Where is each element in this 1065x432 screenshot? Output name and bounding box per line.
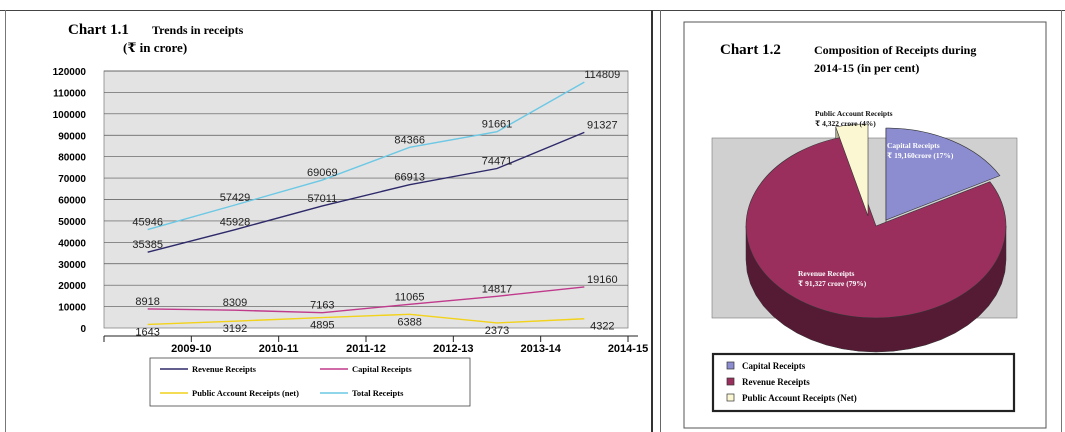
frame-right-border <box>1061 10 1062 432</box>
y-tick-label: 100000 <box>53 110 87 121</box>
data-label: 8918 <box>135 296 159 308</box>
data-label: 35385 <box>132 239 163 251</box>
series-lines <box>147 81 585 326</box>
y-tick-label: 50000 <box>58 217 86 228</box>
y-tick-label: 70000 <box>58 174 86 185</box>
frame-top-border <box>0 10 1065 11</box>
data-label: 66913 <box>394 172 425 184</box>
legend-label: Public Account Receipts (net) <box>192 388 299 398</box>
data-label: 4895 <box>310 320 334 332</box>
data-label: 69069 <box>307 167 338 179</box>
pie-slice <box>885 127 1001 221</box>
gridlines <box>104 70 628 307</box>
data-label: 57429 <box>220 192 251 204</box>
pie-label-value: ₹ 91,327 crore (79%) <box>798 279 867 288</box>
data-label: 91661 <box>482 119 513 131</box>
chart1-legend-entries: Revenue Receipts Capital Receipts Public A… <box>160 364 412 398</box>
series-line <box>147 313 585 326</box>
data-label: 7163 <box>310 300 334 312</box>
data-label: 114809 <box>584 69 620 81</box>
data-label: 6388 <box>397 316 421 328</box>
pie-label-value: ₹ 4,322 crore (4%) <box>815 119 876 128</box>
chart2-frame <box>683 21 1047 429</box>
y-tick-label: 90000 <box>58 131 86 142</box>
pie-label-value: ₹ 19,160crore (17%) <box>887 151 954 160</box>
pie-slice <box>835 123 869 217</box>
data-label: 8309 <box>223 297 247 309</box>
x-tick-labels: 2009-10 2010-11 2011-12 2012-13 2013-14 2014-… <box>171 343 648 355</box>
pie-label: Public Account Receipts <box>815 109 893 118</box>
series-line <box>147 81 585 231</box>
chart1-subtitle: (₹ in crore) <box>123 40 187 55</box>
data-label: 19160 <box>587 274 618 286</box>
y-tick-label: 0 <box>80 324 86 335</box>
y-tick-label: 10000 <box>58 303 86 314</box>
data-label: 14817 <box>482 283 513 295</box>
frame-left-border <box>5 10 6 432</box>
pie-label: Revenue Receipts <box>798 269 855 278</box>
legend-label: Total Receipts <box>352 388 404 398</box>
data-label: 1643 <box>135 326 159 338</box>
pie-slices <box>745 123 1007 353</box>
data-label: 3192 <box>223 323 247 335</box>
data-label: 45946 <box>132 217 163 229</box>
y-tick-label: 40000 <box>58 238 86 249</box>
y-tick-label: 20000 <box>58 281 86 292</box>
chart1-label: Chart 1.1 <box>68 22 129 38</box>
y-tick-label: 30000 <box>58 260 86 271</box>
legend-label: Revenue Receipts <box>742 377 810 387</box>
x-tick-label: 2012-13 <box>433 343 473 355</box>
x-tick-label: 2010-11 <box>259 343 299 355</box>
pie-slice <box>745 136 1007 319</box>
x-tick-label: 2014-15 <box>608 343 648 355</box>
series-line <box>147 131 585 253</box>
legend-swatch <box>726 361 735 370</box>
y-tick-label: 110000 <box>53 88 86 99</box>
panel-divider <box>651 10 653 432</box>
data-label: 45928 <box>220 217 251 229</box>
chart1-title: Trends in receipts <box>152 23 244 37</box>
y-tick-label: 120000 <box>53 67 87 78</box>
pie-slice-side <box>745 225 1007 353</box>
chart2-title-line2: 2014-15 (in per cent) <box>814 61 919 75</box>
data-labels: 35385 45928 57011 66913 74471 91327 8918 8309 71… <box>132 69 620 338</box>
chart1-legend <box>149 357 471 407</box>
chart2-title-line1: Composition of Receipts during <box>814 43 976 57</box>
panel-divider-inner <box>660 10 661 432</box>
data-label: 84366 <box>394 134 425 146</box>
x-tick-label: 2013-14 <box>520 343 561 355</box>
x-axis <box>103 335 638 342</box>
legend-swatch <box>726 393 735 402</box>
y-tick-label: 60000 <box>58 196 86 207</box>
data-label: 4322 <box>590 321 614 333</box>
data-label: 11065 <box>395 291 425 303</box>
y-tick-labels: 0 10000 20000 30000 40000 50000 60000 70000 8000… <box>53 67 87 335</box>
legend-label: Capital Receipts <box>742 361 806 371</box>
legend-label: Revenue Receipts <box>192 364 257 374</box>
pie-label: Capital Receipts <box>887 141 940 150</box>
data-label: 2373 <box>485 325 509 337</box>
legend-label: Public Account Receipts (Net) <box>742 393 857 403</box>
data-label: 91327 <box>587 119 618 131</box>
legend-label: Capital Receipts <box>352 364 412 374</box>
pie-slice-edge <box>835 126 869 251</box>
pie-plot-area <box>711 137 1018 319</box>
legend-swatch <box>726 377 735 386</box>
x-tick-label: 2009-10 <box>171 343 211 355</box>
line-chart: Chart 1.1 Trends in receipts (₹ in crore… <box>53 22 648 407</box>
chart2-label: Chart 1.2 <box>720 42 781 58</box>
series-line <box>147 286 585 314</box>
data-label: 57011 <box>307 193 337 205</box>
data-label: 74471 <box>482 156 513 168</box>
chart2-legend-entries: Capital Receipts Revenue Receipts Public A… <box>726 361 857 403</box>
x-tick-label: 2011-12 <box>346 343 386 355</box>
y-tick-label: 80000 <box>58 153 86 164</box>
chart2-legend <box>711 352 1016 413</box>
pie-slice-labels: Capital Receipts₹ 19,160crore (17%) Reven… <box>798 109 954 288</box>
